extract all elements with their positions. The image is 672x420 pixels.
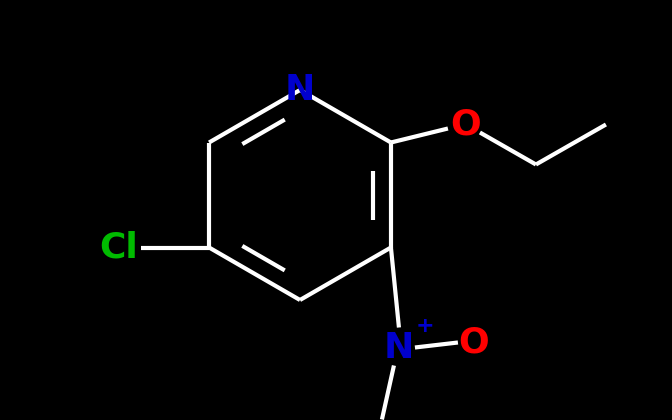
Text: N: N <box>384 331 414 365</box>
Text: O: O <box>458 326 489 360</box>
Text: −: − <box>396 417 414 420</box>
Text: O: O <box>450 108 481 142</box>
Text: N: N <box>285 73 315 107</box>
Text: Cl: Cl <box>99 231 138 265</box>
Text: +: + <box>415 315 434 336</box>
